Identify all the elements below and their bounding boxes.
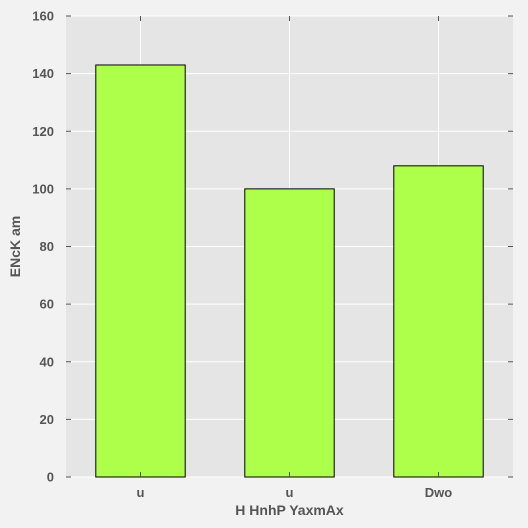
y-tick-label: 60 [40,297,54,312]
y-tick-label: 140 [32,66,54,81]
bars [95,64,484,478]
bar [244,188,335,478]
y-tick-label: 120 [32,124,54,139]
x-tick-label: u [286,485,294,500]
y-tick-label: 160 [32,9,54,24]
y-tick-label: 40 [40,354,54,369]
y-axis-title: ENcK am [7,216,23,277]
y-tick-label: 0 [47,470,54,485]
y-tick-label: 80 [40,239,54,254]
y-tick-label: 20 [40,412,54,427]
bar [95,64,186,478]
bar [393,165,484,478]
x-axis-title: H HnhP YaxmAx [235,502,344,518]
x-tick-label: u [137,485,145,500]
y-tick-label: 100 [32,181,54,196]
x-axis: u u Dwo [137,16,453,500]
y-axis: 0 20 40 60 80 100 120 140 160 [32,9,513,485]
x-tick-label: Dwo [425,485,453,500]
